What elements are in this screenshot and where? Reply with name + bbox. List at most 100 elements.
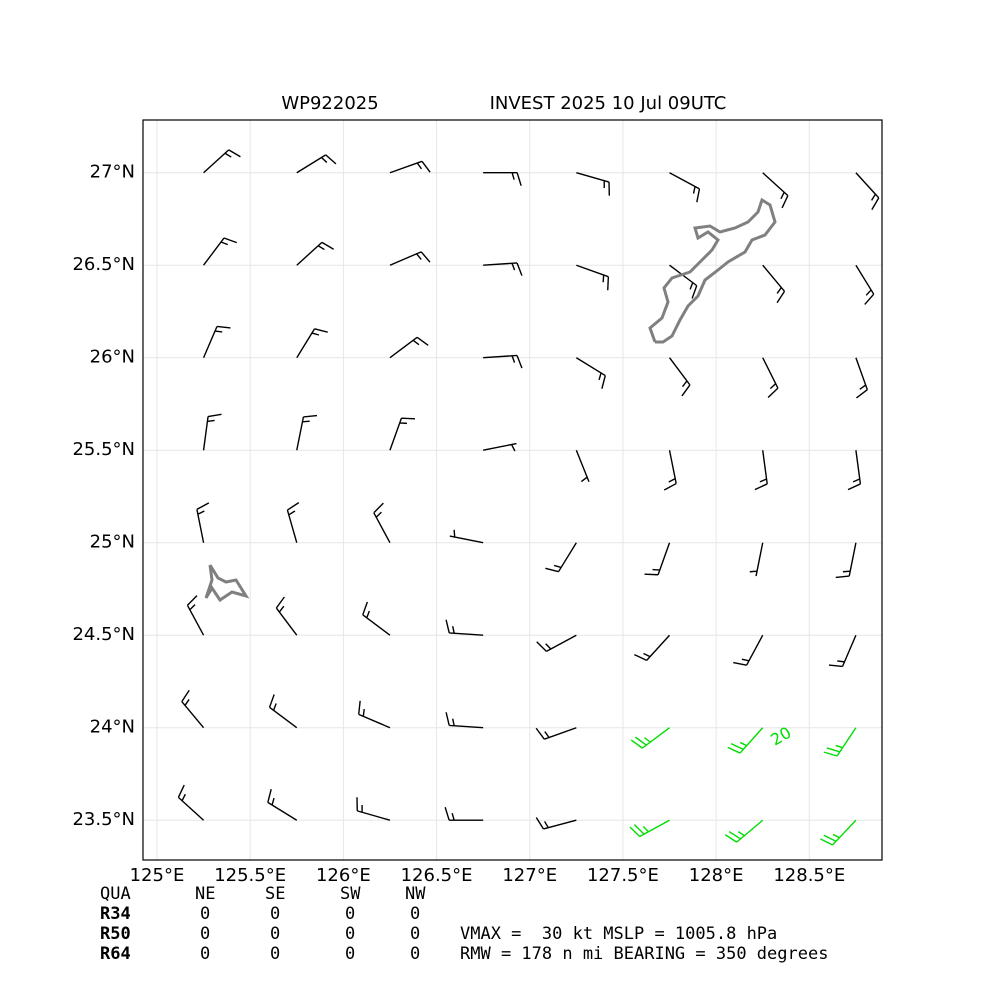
info-line: RMW = 178 n mi BEARING = 350 degrees (460, 944, 828, 964)
y-tick-label: 23.5°N (72, 809, 135, 830)
wind-barb (820, 819, 857, 846)
wind-barb (286, 502, 300, 543)
wind-barb (267, 789, 298, 821)
wind-barb (823, 727, 857, 757)
wind-barb (389, 336, 429, 359)
table-header: NE (195, 884, 215, 904)
y-tick-label: 24.5°N (72, 624, 135, 645)
plot-frame (142, 119, 883, 861)
coastlines (204, 197, 777, 603)
wind-barb (389, 251, 431, 266)
wind-barb (177, 784, 205, 821)
wind-barb (203, 237, 238, 266)
x-tick-label: 126°E (316, 865, 371, 886)
title-left: WP922025 (281, 93, 378, 114)
table-header: SE (265, 884, 285, 904)
wind-barb (275, 596, 298, 636)
wind-barb (356, 797, 391, 821)
wind-barb (828, 634, 857, 668)
wind-barb (483, 172, 522, 186)
wind-barb (669, 172, 701, 203)
title-right: INVEST 2025 10 Jul 09UTC (490, 93, 727, 114)
table-header: NW (405, 884, 426, 904)
wind-barb (181, 689, 205, 729)
y-tick-label: 26.5°N (72, 254, 135, 275)
table-cell: 0 (200, 924, 210, 944)
table-cell: 0 (410, 924, 420, 944)
wind-barb (362, 601, 391, 636)
x-tick-label: 128.5°E (773, 865, 845, 886)
wind-barb (835, 542, 857, 579)
miyako-coast (204, 564, 250, 603)
wind-barb (483, 262, 523, 276)
table-cell: 0 (345, 944, 355, 964)
table-header: SW (340, 884, 361, 904)
wind-barb (575, 357, 606, 389)
wind-barb (855, 264, 875, 305)
y-tick-label: 25°N (90, 532, 135, 553)
wind-barb (545, 542, 577, 573)
plot-area: 20 (143, 120, 882, 860)
table-row-label: R64 (100, 944, 131, 964)
wind-barb (733, 634, 764, 666)
wind-barb (196, 502, 210, 543)
wind-barb (855, 172, 880, 210)
wind-barb (762, 172, 789, 209)
wind-barb (202, 413, 222, 451)
wind-barb (445, 712, 484, 729)
wind-barb (576, 172, 611, 196)
wind-barb (373, 502, 391, 544)
x-tick-label: 125°E (130, 865, 185, 886)
wind-barb (762, 357, 779, 399)
table-cell: 0 (270, 904, 280, 924)
y-tick-label: 26°N (90, 347, 135, 368)
wind-barb (358, 700, 391, 729)
wind-barb (629, 819, 670, 838)
wind-barb (268, 694, 298, 729)
x-tick-label: 125.5°E (214, 865, 286, 886)
wind-barb (644, 542, 671, 576)
wind-barb (634, 634, 671, 662)
table-cell: 0 (410, 944, 420, 964)
wind-barb (535, 727, 577, 740)
wind-barb (389, 160, 431, 174)
wind-barb (535, 817, 577, 830)
wind-barb (575, 449, 590, 483)
wind-barb (754, 450, 768, 491)
wind-barb (296, 414, 318, 451)
table-header: QUA (100, 884, 131, 904)
x-tick-label: 127°E (502, 865, 557, 886)
wind-barb (847, 450, 862, 491)
wind-barb (296, 154, 337, 174)
table-cell: 0 (200, 904, 210, 924)
wind-barb (536, 634, 577, 652)
table-cell: 0 (345, 904, 355, 924)
wind-barb (663, 450, 677, 491)
table-cell: 0 (410, 904, 420, 924)
wind-barb (445, 619, 484, 636)
wind-barb (186, 595, 205, 636)
table-row-label: R34 (100, 904, 131, 924)
wind-barb (630, 727, 670, 749)
wind-barb (724, 819, 764, 843)
wind-barb (483, 354, 523, 369)
wind-barb (296, 328, 328, 359)
wind-barb (296, 241, 334, 266)
wind-barb (749, 542, 764, 577)
wind-barb (727, 727, 764, 754)
y-tick-label: 25.5°N (72, 439, 135, 460)
wind-barb (762, 264, 786, 304)
wind-barb (202, 325, 231, 359)
wind-barb (203, 149, 241, 174)
table-row-label: R50 (100, 924, 131, 944)
wind-barb (668, 357, 691, 397)
x-tick-label: 128°E (689, 865, 744, 886)
table-cell: 0 (200, 944, 210, 964)
table-cell: 0 (345, 924, 355, 944)
x-tick-label: 127.5°E (587, 865, 659, 886)
table-cell: 0 (270, 924, 280, 944)
wind-barb (444, 807, 484, 821)
